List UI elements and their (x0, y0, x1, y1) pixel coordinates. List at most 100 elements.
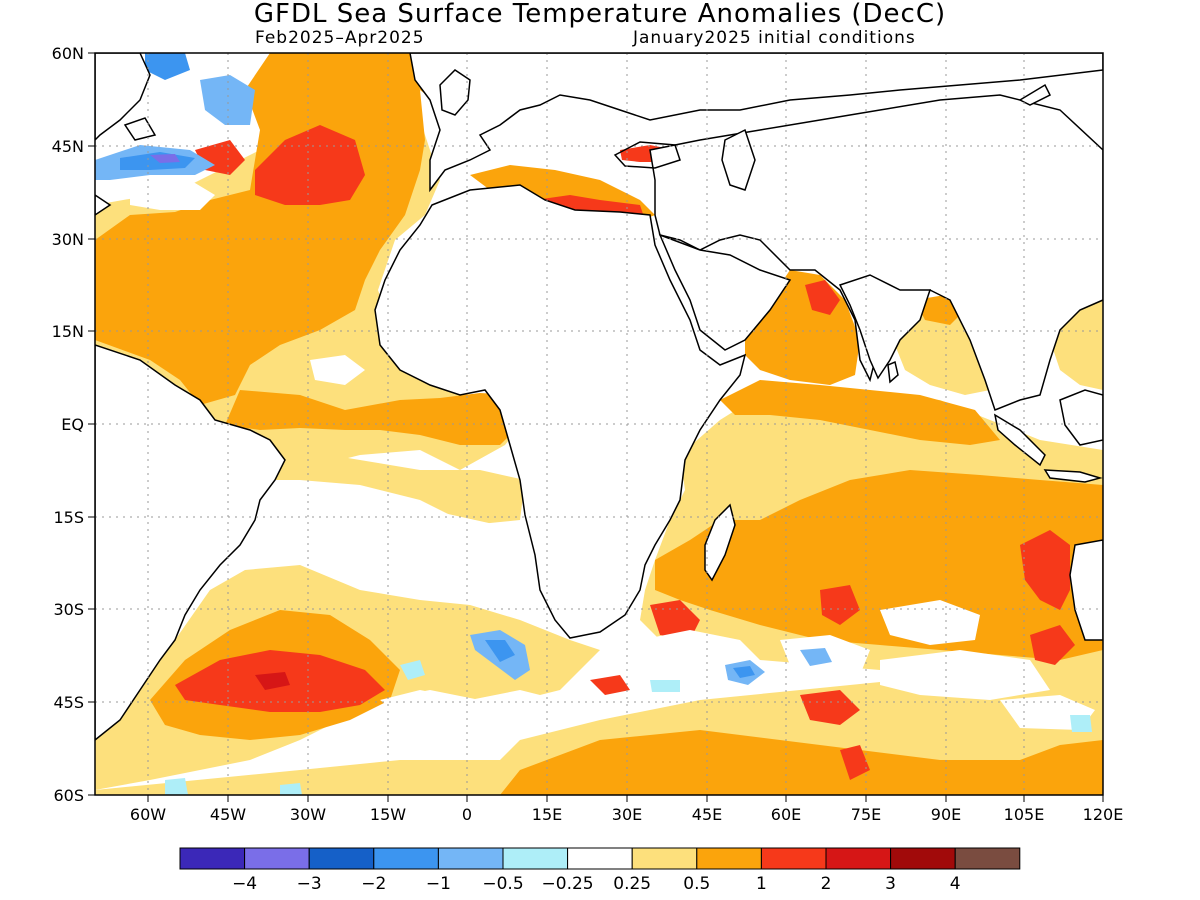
s-indian-red-6 (840, 745, 870, 780)
colorbar-label: 2 (821, 874, 832, 894)
arabian-red (805, 280, 840, 315)
colorbar-swatch (437, 847, 504, 870)
map-title: GFDL Sea Surface Temperature Anomalies (… (253, 0, 947, 29)
colorbar-swatch (954, 847, 1021, 870)
central-america-outline (95, 344, 286, 741)
sumatra-outline (993, 413, 1046, 467)
lat-label: 15N (52, 322, 84, 341)
s-atlantic-white (220, 490, 545, 620)
colorbar-label: −1 (426, 874, 451, 894)
lon-label: 90E (931, 805, 961, 824)
s-indian-white-4 (880, 650, 1050, 700)
lon-label: 60E (771, 805, 801, 824)
borneo-outline (1059, 389, 1103, 446)
lat-label: 30S (53, 600, 84, 619)
s-atlantic-blue-2 (485, 640, 515, 662)
lat-label: 60S (53, 786, 84, 805)
india-outline (838, 274, 932, 380)
colorbar-swatch (890, 847, 956, 870)
colorbar-label: −0.5 (482, 874, 523, 894)
s-indian-red-5 (1030, 625, 1075, 665)
initial-conditions: January2025 initial conditions (633, 28, 916, 48)
colorbar-swatch (244, 847, 310, 870)
british-isles-outline (439, 69, 471, 116)
latitude-labels: 60N 45N 30N 15N EQ 15S 30S 45S 60S (52, 44, 84, 805)
s-atlantic-dark (255, 672, 290, 690)
colorbar-swatch (502, 847, 569, 870)
lon-label: 45W (210, 805, 246, 824)
s-indian-red-3 (590, 675, 630, 695)
australia-outline (1069, 539, 1103, 641)
s-indian-white-1 (640, 630, 760, 670)
black-sea-outline (613, 141, 681, 169)
lon-label: 105E (1004, 805, 1045, 824)
asia-outline (649, 94, 1103, 411)
sub-tropic-white (310, 355, 365, 385)
n-america-east-outline (95, 194, 112, 216)
colorbar-swatch (567, 847, 633, 870)
s-atlantic-white-2 (380, 690, 560, 735)
colorbar-label: 1 (756, 874, 767, 894)
colorbar-label: 3 (885, 874, 896, 894)
colorbar-swatch (696, 847, 762, 870)
lon-label: 30W (290, 805, 326, 824)
aus-red (1020, 530, 1070, 610)
colorbar-label: 4 (950, 874, 961, 894)
s-indian-red-4 (800, 690, 860, 725)
longitude-labels: 60W 45W 30W 15W 0 15E 30E 45E 60E 75E 90… (130, 805, 1123, 824)
s-indian-white-3 (880, 600, 980, 645)
colorbar-label: 0.5 (683, 874, 710, 894)
grid (95, 53, 1103, 795)
colorbar-swatch (825, 847, 892, 870)
eq-atlantic-yellow-2 (230, 440, 525, 525)
s-atl-blue-7 (165, 778, 188, 795)
colorbar-swatch (373, 847, 439, 870)
lat-label: 30N (52, 230, 84, 249)
labrador-blue (145, 53, 190, 80)
lat-label: 60N (52, 44, 84, 63)
n-atlantic-white-hole (130, 180, 215, 210)
lon-label: 45E (692, 805, 722, 824)
colorbar-label: −2 (361, 874, 386, 894)
s-indian-red-2 (820, 585, 860, 625)
southern-orange (500, 730, 1103, 795)
axis-ticks (88, 52, 1104, 802)
colorbar-swatch (631, 847, 698, 870)
s-indian-blue-3 (800, 648, 832, 666)
lat-label: 45S (53, 693, 84, 712)
lon-label: 75E (851, 805, 881, 824)
lon-label: 120E (1083, 805, 1124, 824)
europe-outline (409, 53, 1103, 193)
forecast-period: Feb2025–Apr2025 (255, 28, 425, 48)
s-indian-blue-2 (733, 666, 755, 678)
n-atlantic-blue-3 (150, 154, 180, 163)
lat-label: 45N (52, 137, 84, 156)
colorbar-label: −3 (297, 874, 322, 894)
indian-orange-2 (720, 380, 1000, 445)
arabia-outline (658, 233, 792, 351)
lon-label: 0 (462, 805, 472, 824)
lon-label: 15W (370, 805, 406, 824)
colorbar-label: 0.25 (613, 874, 651, 894)
colorbar-swatch (308, 847, 375, 870)
lon-label: 15E (532, 805, 562, 824)
sri-lanka-outline (887, 360, 899, 384)
iceland-outline (1018, 83, 1052, 106)
s-indian-blue-5 (1070, 715, 1092, 732)
colorbar-label: −4 (232, 874, 257, 894)
s-atl-blue-6 (280, 783, 302, 795)
colorbar-swatch (760, 847, 827, 870)
n-atlantic-red-1 (255, 125, 365, 205)
colorbar: −4 −3 −2 −1 −0.5 −0.25 0.25 0.5 1 2 3 4 (179, 847, 1021, 894)
labrador-light-blue (200, 75, 255, 125)
s-indian-blue-4 (650, 680, 680, 692)
s-indian-red-1 (650, 600, 700, 640)
madagascar-outline (704, 503, 736, 582)
n-atlantic-orange-2 (225, 390, 520, 445)
lat-label: 15S (53, 508, 84, 527)
lon-label: 30E (612, 805, 642, 824)
colorbar-label: −0.25 (542, 874, 594, 894)
s-atlantic-blue-3 (400, 660, 425, 680)
java-outline (1043, 469, 1103, 483)
